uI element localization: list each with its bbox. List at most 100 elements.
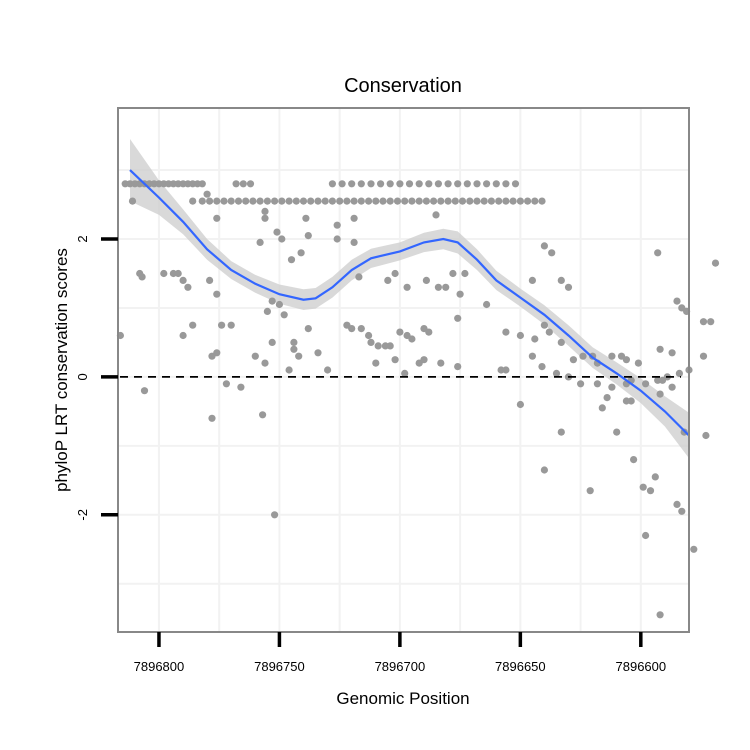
- data-point: [374, 342, 382, 350]
- data-point: [218, 321, 226, 329]
- data-point: [189, 197, 197, 205]
- data-point: [405, 180, 414, 188]
- data-point: [538, 197, 546, 205]
- data-point: [184, 283, 192, 291]
- data-point: [333, 221, 341, 229]
- data-point: [343, 197, 351, 205]
- data-point: [528, 352, 537, 360]
- data-point: [422, 197, 430, 205]
- data-point: [222, 380, 230, 388]
- data-point: [528, 276, 537, 284]
- data-point: [386, 342, 394, 350]
- data-point: [393, 197, 402, 205]
- data-point: [540, 321, 549, 329]
- data-point: [545, 328, 553, 336]
- data-point: [531, 197, 539, 205]
- data-point: [290, 345, 298, 353]
- data-point: [271, 197, 279, 205]
- y-axis-title: phyloP LRT conservation scores: [52, 248, 71, 492]
- data-point: [502, 180, 510, 188]
- data-point: [408, 197, 416, 205]
- data-point: [425, 328, 433, 336]
- data-point: [444, 180, 452, 188]
- data-point: [509, 197, 517, 205]
- data-point: [552, 369, 561, 377]
- data-point: [246, 180, 255, 188]
- data-point: [434, 180, 442, 188]
- data-point: [280, 311, 288, 319]
- data-point: [328, 197, 336, 205]
- data-point: [336, 197, 344, 205]
- data-point: [302, 214, 310, 222]
- data-point: [540, 242, 549, 250]
- data-point: [256, 197, 264, 205]
- data-point: [422, 276, 430, 284]
- data-point: [540, 466, 549, 474]
- data-point: [531, 335, 539, 343]
- x-tick-label: 7896650: [495, 659, 546, 674]
- data-point: [314, 197, 322, 205]
- data-point: [630, 456, 638, 464]
- data-point: [261, 207, 269, 215]
- data-point: [307, 197, 315, 205]
- data-point: [415, 180, 423, 188]
- data-point: [656, 611, 664, 619]
- data-point: [492, 180, 500, 188]
- data-point: [263, 307, 271, 315]
- data-point: [432, 211, 440, 219]
- data-point: [502, 197, 510, 205]
- data-point: [461, 269, 469, 278]
- data-point: [401, 197, 409, 205]
- data-point: [285, 366, 293, 374]
- data-point: [673, 297, 681, 305]
- data-point: [275, 300, 283, 309]
- data-point: [473, 197, 481, 205]
- y-axis: 2 0 -2: [75, 235, 118, 521]
- data-point: [642, 380, 650, 388]
- data-point: [242, 197, 250, 205]
- data-point: [430, 197, 438, 205]
- data-point: [321, 197, 329, 205]
- data-point: [511, 180, 520, 188]
- data-point: [350, 197, 358, 205]
- data-point: [690, 545, 698, 553]
- data-point: [564, 283, 573, 291]
- x-axis: 7896800 7896750 7896700 7896650 7896600: [134, 632, 666, 674]
- data-point: [314, 349, 322, 357]
- chart-title: Conservation: [344, 75, 462, 97]
- data-point: [261, 214, 269, 222]
- data-point: [189, 321, 197, 329]
- data-point: [425, 180, 433, 188]
- data-point: [463, 180, 471, 188]
- data-point: [639, 483, 647, 491]
- data-point: [138, 273, 146, 281]
- panel: [116, 107, 720, 633]
- data-point: [304, 232, 312, 240]
- data-point: [396, 328, 404, 336]
- data-point: [548, 249, 556, 257]
- data-point: [678, 507, 686, 515]
- data-point: [304, 325, 312, 333]
- data-point: [367, 338, 375, 346]
- data-point: [538, 363, 546, 371]
- data-point: [557, 276, 565, 284]
- data-point: [367, 180, 375, 188]
- data-point: [516, 331, 525, 340]
- data-point: [386, 180, 394, 188]
- data-point: [593, 380, 602, 388]
- data-point: [295, 352, 303, 360]
- data-point: [442, 283, 450, 291]
- x-tick-label: 7896750: [254, 659, 305, 674]
- data-point: [357, 325, 365, 333]
- data-point: [379, 197, 387, 205]
- data-point: [451, 197, 459, 205]
- data-point: [654, 249, 662, 257]
- data-point: [707, 318, 715, 326]
- data-point: [271, 511, 279, 519]
- data-point: [480, 197, 488, 205]
- data-point: [355, 273, 363, 281]
- data-point: [348, 180, 356, 188]
- data-point: [203, 190, 211, 198]
- data-point: [278, 197, 286, 205]
